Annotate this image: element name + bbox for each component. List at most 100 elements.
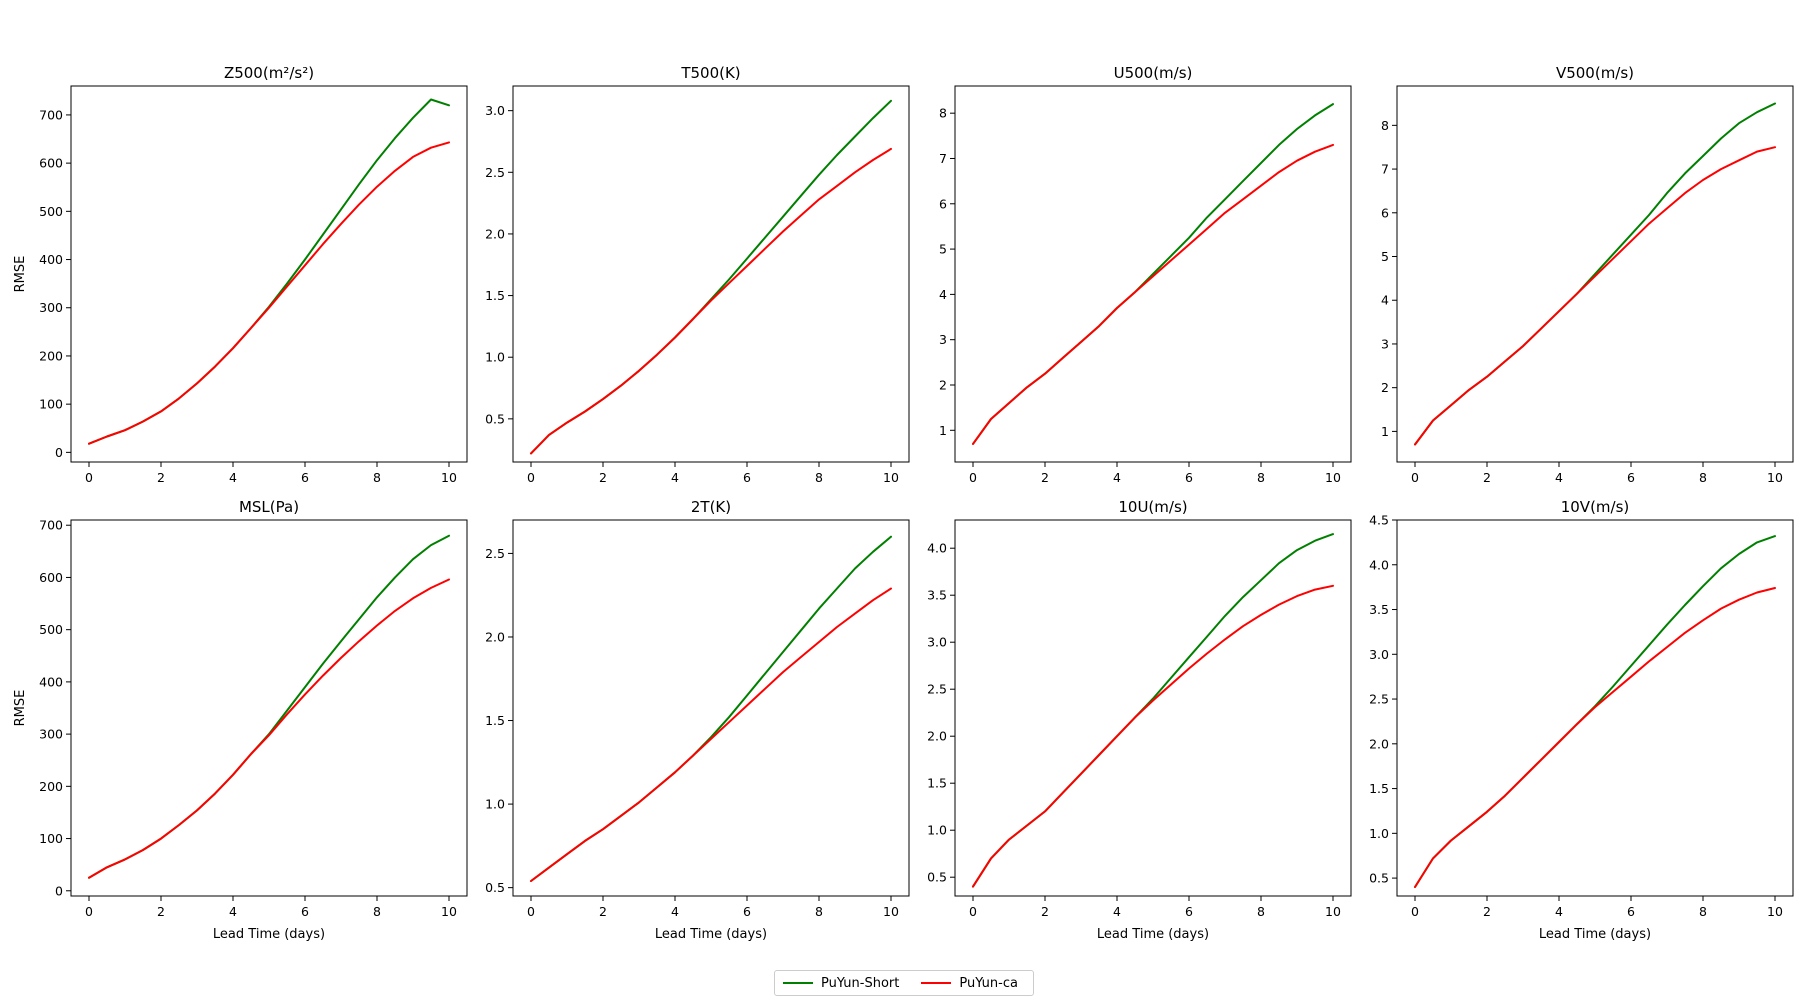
- axes-frame: [1396, 85, 1794, 463]
- subplot-1: Z500(m²/s²)0 2 4 6 8 100100200300400500600700…: [13, 64, 468, 485]
- x-tick-label: 0: [969, 904, 977, 919]
- y-tick-label: 700: [39, 107, 63, 122]
- series-line-puyun-short: [1414, 102, 1776, 446]
- y-tick-label: 200: [39, 348, 63, 363]
- y-tick-label: 0.5: [485, 411, 505, 426]
- legend-item-puyun-ca: PuYun-ca: [921, 976, 1018, 991]
- y-tick-label: 3.5: [927, 588, 947, 603]
- y-tick-label: 300: [39, 300, 63, 315]
- y-tick-label: 400: [39, 252, 63, 267]
- x-axis-label: Lead Time (days): [1097, 927, 1209, 942]
- axes-frame: [954, 519, 1352, 897]
- x-tick-label: 10: [883, 904, 899, 919]
- y-tick-label: 0.5: [485, 880, 505, 895]
- x-tick-label: 4: [1113, 904, 1121, 919]
- x-tick-label: 6: [743, 904, 751, 919]
- subplot-title: U500(m/s): [1114, 64, 1193, 82]
- y-tick-label: 6: [1381, 205, 1389, 220]
- x-tick-label: 0: [1411, 904, 1419, 919]
- y-tick-label: 4.0: [1369, 557, 1389, 572]
- y-tick-label: 2.0: [927, 729, 947, 744]
- x-tick-label: 10: [1325, 904, 1341, 919]
- y-tick-label: 2: [939, 377, 947, 392]
- subplot-title: 10V(m/s): [1561, 498, 1630, 516]
- x-tick-label: 6: [743, 470, 751, 485]
- x-tick-label: 6: [1185, 904, 1193, 919]
- y-tick-label: 1.0: [485, 797, 505, 812]
- x-tick-label: 10: [441, 470, 457, 485]
- x-tick-label: 10: [883, 470, 899, 485]
- y-tick-label: 1.5: [927, 776, 947, 791]
- x-tick-label: 8: [373, 470, 381, 485]
- legend-item-puyun-short: PuYun-Short: [783, 976, 899, 991]
- x-tick-label: 4: [229, 470, 237, 485]
- y-tick-label: 500: [39, 204, 63, 219]
- y-tick-label: 2.0: [485, 629, 505, 644]
- y-tick-label: 0: [55, 883, 63, 898]
- y-tick-label: 5: [939, 242, 947, 257]
- y-tick-label: 1.0: [485, 350, 505, 365]
- x-tick-label: 4: [229, 904, 237, 919]
- legend-swatch-puyun-ca: [921, 982, 952, 984]
- legend-label: PuYun-ca: [959, 975, 1018, 991]
- y-tick-label: 3: [1381, 336, 1389, 351]
- y-tick-label: 100: [39, 397, 63, 412]
- x-axis-label: Lead Time (days): [1539, 927, 1651, 942]
- y-tick-label: 8: [939, 106, 947, 121]
- y-tick-label: 4.5: [1369, 513, 1389, 528]
- y-tick-label: 2.5: [1369, 692, 1389, 707]
- y-tick-label: 4: [939, 287, 947, 302]
- y-tick-label: 2: [1381, 380, 1389, 395]
- x-tick-label: 2: [1041, 470, 1049, 485]
- series-line-puyun-ca: [1414, 587, 1776, 888]
- axes-frame: [512, 85, 910, 463]
- x-tick-label: 0: [1411, 470, 1419, 485]
- y-tick-label: 7: [939, 151, 947, 166]
- subplot-title: V500(m/s): [1556, 64, 1634, 82]
- x-tick-label: 8: [1257, 470, 1265, 485]
- y-tick-label: 100: [39, 831, 63, 846]
- axes-frame: [70, 85, 468, 463]
- x-tick-label: 8: [815, 470, 823, 485]
- x-tick-label: 4: [671, 904, 679, 919]
- x-tick-label: 10: [1325, 470, 1341, 485]
- x-tick-label: 0: [85, 904, 93, 919]
- y-tick-label: 2.0: [485, 226, 505, 241]
- x-tick-label: 0: [527, 904, 535, 919]
- x-tick-label: 6: [301, 470, 309, 485]
- y-tick-label: 3.0: [927, 635, 947, 650]
- x-tick-label: 2: [157, 470, 165, 485]
- axes-frame: [70, 519, 468, 897]
- y-tick-label: 700: [39, 518, 63, 533]
- y-tick-label: 7: [1381, 162, 1389, 177]
- series-line-puyun-short: [972, 103, 1334, 445]
- axes-frame: [512, 519, 910, 897]
- x-tick-label: 10: [441, 904, 457, 919]
- legend-swatch-puyun-short: [783, 982, 813, 984]
- x-tick-label: 8: [1699, 904, 1707, 919]
- series-line-puyun-ca: [1414, 146, 1776, 446]
- series-line-puyun-ca: [88, 578, 450, 879]
- y-tick-label: 500: [39, 622, 63, 637]
- y-tick-label: 1.5: [1369, 781, 1389, 796]
- legend: PuYun-Short PuYun-ca: [774, 970, 1034, 996]
- series-line-puyun-short: [530, 99, 892, 455]
- y-tick-label: 3.0: [1369, 647, 1389, 662]
- subplot-title: T500(K): [680, 64, 740, 82]
- x-axis-label: Lead Time (days): [213, 927, 325, 942]
- y-tick-label: 2.5: [927, 682, 947, 697]
- x-tick-label: 10: [1767, 904, 1783, 919]
- x-tick-label: 10: [1767, 470, 1783, 485]
- y-tick-label: 1.5: [485, 713, 505, 728]
- subplot-title: MSL(Pa): [239, 498, 299, 516]
- y-tick-label: 8: [1381, 118, 1389, 133]
- x-tick-label: 2: [1483, 470, 1491, 485]
- x-tick-label: 8: [815, 904, 823, 919]
- y-tick-label: 4: [1381, 293, 1389, 308]
- series-line-puyun-ca: [530, 587, 892, 882]
- series-line-puyun-ca: [88, 141, 450, 445]
- y-tick-label: 6: [939, 196, 947, 211]
- y-tick-label: 0: [55, 445, 63, 460]
- x-tick-label: 4: [1113, 470, 1121, 485]
